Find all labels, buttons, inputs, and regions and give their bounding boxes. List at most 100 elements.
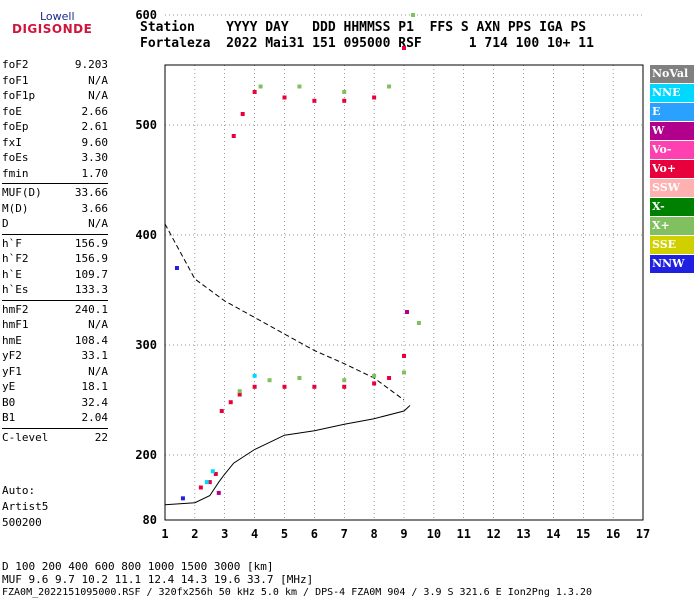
x-tick-label: 9 (400, 527, 407, 541)
x-tick-label: 17 (636, 527, 650, 541)
param-row: M(D) 3.66 (2, 202, 108, 216)
param-separator (2, 183, 108, 184)
point-vo+ (252, 90, 257, 94)
param-row: foF2 9.203 (2, 58, 108, 72)
param-value: 133.3 (74, 283, 108, 296)
param-row: yF1 N/A (2, 365, 108, 379)
legend-item-nnw: NNW (650, 255, 694, 273)
point-vo+ (231, 134, 236, 138)
param-name: foEs (2, 151, 29, 164)
param-name: hmE (2, 333, 22, 347)
param-separator (2, 299, 108, 301)
param-row: B1 2.04 (2, 411, 108, 425)
param-value: 3.30 (81, 151, 109, 164)
legend-item-noval: NoVal (650, 65, 694, 83)
param-value: 109.7 (74, 267, 108, 281)
point-vo+ (312, 384, 317, 389)
point-vo+ (207, 480, 212, 485)
param-value: 18.1 (81, 380, 109, 393)
param-row: MUF(D) 33.66 (2, 186, 108, 200)
x-tick-label: 2 (191, 527, 198, 541)
param-row: yE 18.1 (2, 380, 108, 394)
param-name: fmin (2, 166, 29, 180)
param-row: foF1 N/A (2, 74, 108, 88)
param-row: foEs 3.30 (2, 151, 108, 165)
y-tick-label: 500 (135, 118, 157, 132)
param-name: yF2 (2, 349, 22, 362)
profile-line-dashed (164, 223, 405, 401)
param-value: 156.9 (74, 236, 108, 250)
param-name: foEp (2, 120, 29, 133)
point-vo+ (219, 409, 224, 413)
legend-item-x-: X- (650, 198, 694, 216)
x-tick-label: 5 (281, 527, 288, 541)
param-separator (2, 427, 108, 429)
param-name: C-level (2, 430, 49, 444)
point-vo+ (402, 46, 406, 50)
point-vo+ (372, 381, 377, 386)
param-row: fmin 1.70 (2, 167, 108, 181)
param-row: fxI 9.60 (2, 136, 108, 150)
legend-item-e: E (650, 103, 694, 121)
footer-file-info: FZA0M_2022151095000.RSF / 320fx256h 50 k… (2, 587, 593, 598)
param-value: N/A (88, 364, 108, 378)
param-row: foF1p N/A (2, 89, 108, 103)
param-name: yF1 (2, 364, 22, 378)
point-vo+ (342, 384, 347, 389)
param-name: B0 (2, 395, 16, 409)
param-value: 3.66 (81, 201, 109, 215)
param-value: 240.1 (74, 302, 108, 316)
auto-line: Auto: (2, 484, 36, 497)
param-name: foE (2, 104, 22, 118)
x-tick-label: 3 (221, 527, 228, 541)
point-x+ (372, 373, 377, 378)
point-x+ (387, 84, 392, 89)
param-value: 1.70 (81, 166, 109, 180)
legend-item-vo+: Vo+ (650, 160, 694, 178)
point-vo+ (402, 354, 406, 358)
legend-item-sse: SSE (650, 236, 694, 254)
param-value: 9.60 (81, 135, 109, 149)
point-vo+ (342, 98, 347, 103)
param-row: hmF1 N/A (2, 318, 108, 332)
param-separator (2, 233, 108, 235)
point-nnw (180, 496, 185, 501)
param-value: N/A (88, 89, 108, 102)
param-value: 32.4 (81, 395, 109, 409)
x-tick-label: 14 (546, 527, 560, 541)
point-x+ (410, 13, 415, 17)
param-row: B0 32.4 (2, 396, 108, 410)
point-x+ (342, 378, 347, 383)
point-nne (204, 480, 209, 485)
point-nne (210, 469, 215, 474)
param-name: MUF(D) (2, 186, 42, 199)
param-value: 2.61 (81, 120, 109, 133)
point-vo+ (312, 98, 317, 103)
point-w (216, 490, 221, 495)
param-name: h`Es (2, 283, 29, 296)
param-value: 33.66 (74, 186, 108, 199)
x-tick-label: 11 (457, 527, 471, 541)
y-tick-label: 600 (135, 8, 157, 22)
param-name: h`F (2, 236, 22, 250)
y-tick-label: 400 (135, 228, 157, 242)
point-x+ (297, 376, 302, 380)
point-nne (252, 373, 257, 378)
point-vo+ (372, 95, 377, 100)
y-tick-label: 200 (135, 448, 157, 462)
x-tick-label: 7 (341, 527, 348, 541)
param-row: hmF2 240.1 (2, 303, 108, 317)
point-x+ (402, 370, 406, 375)
header-labels: Station YYYY DAY DDD HHMMSS P1 FFS S AXN… (140, 20, 587, 35)
y-tick-label: 300 (135, 338, 157, 352)
x-tick-label: 12 (486, 527, 500, 541)
x-tick-label: 4 (251, 527, 258, 541)
x-tick-label: 13 (516, 527, 530, 541)
auto-line: Artist5 (2, 500, 49, 513)
param-value: 22 (94, 430, 108, 444)
y-tick-label: 80 (143, 513, 157, 527)
point-vo+ (282, 95, 287, 100)
point-x+ (237, 389, 242, 394)
point-vo+ (198, 485, 203, 490)
legend-item-nne: NNE (650, 84, 694, 102)
